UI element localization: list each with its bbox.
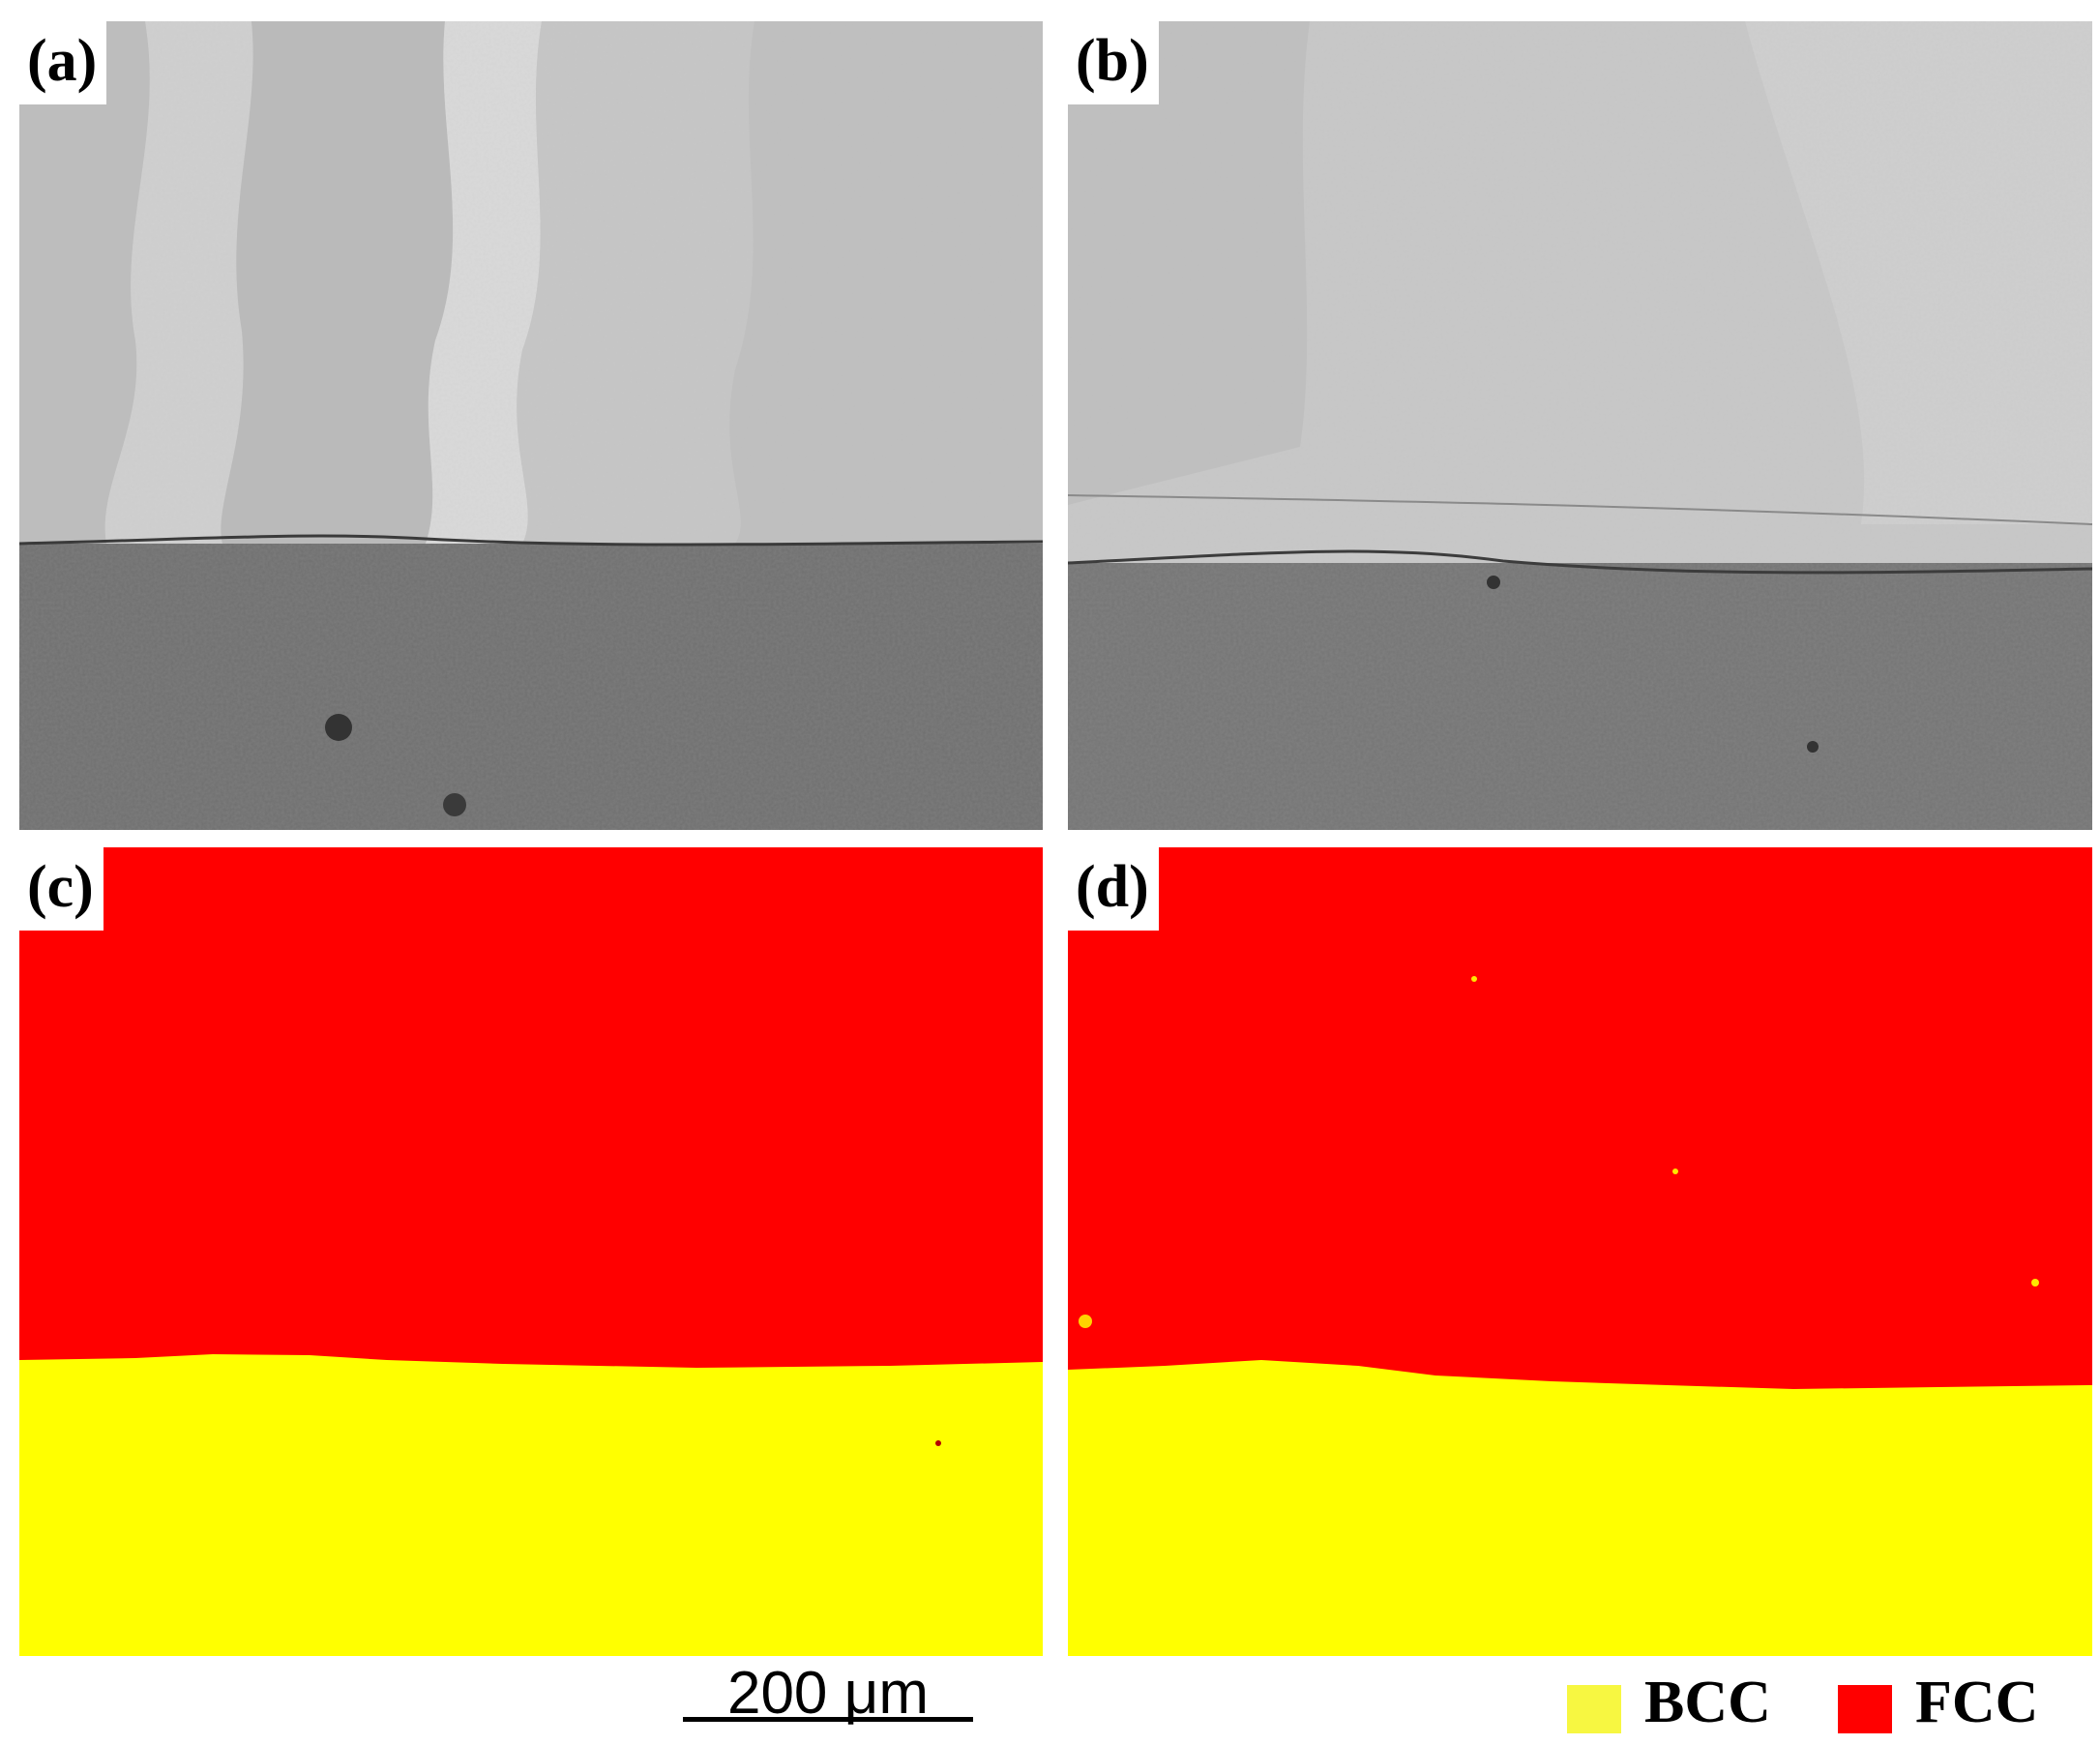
panel-label-b: (b) <box>1068 21 1159 104</box>
micrograph-panel-b: (b) <box>1068 21 2092 830</box>
phase-map-panel-d: (d) <box>1068 847 2092 1656</box>
scale-bar-line <box>683 1717 973 1722</box>
legend-label-bcc: BCC <box>1644 1670 1771 1735</box>
phase-legend: BCC FCC <box>1548 1671 2089 1733</box>
scale-bar-label: 200 μm <box>726 1660 930 1727</box>
phase-map-image-c <box>19 847 1043 1656</box>
phase-map-panel-c: (c) <box>19 847 1043 1656</box>
scale-bar: 200 μm <box>683 1664 973 1731</box>
panel-label-d: (d) <box>1068 847 1159 931</box>
legend-swatch-fcc <box>1838 1685 1892 1733</box>
legend-swatch-bcc <box>1567 1685 1621 1733</box>
micrograph-image-b <box>1068 21 2092 830</box>
phase-map-image-d <box>1068 847 2092 1656</box>
panel-label-c: (c) <box>19 847 104 931</box>
legend-label-fcc: FCC <box>1915 1670 2039 1735</box>
micrograph-panel-a: (a) <box>19 21 1043 830</box>
micrograph-image-a <box>19 21 1043 830</box>
panel-label-a: (a) <box>19 21 107 104</box>
